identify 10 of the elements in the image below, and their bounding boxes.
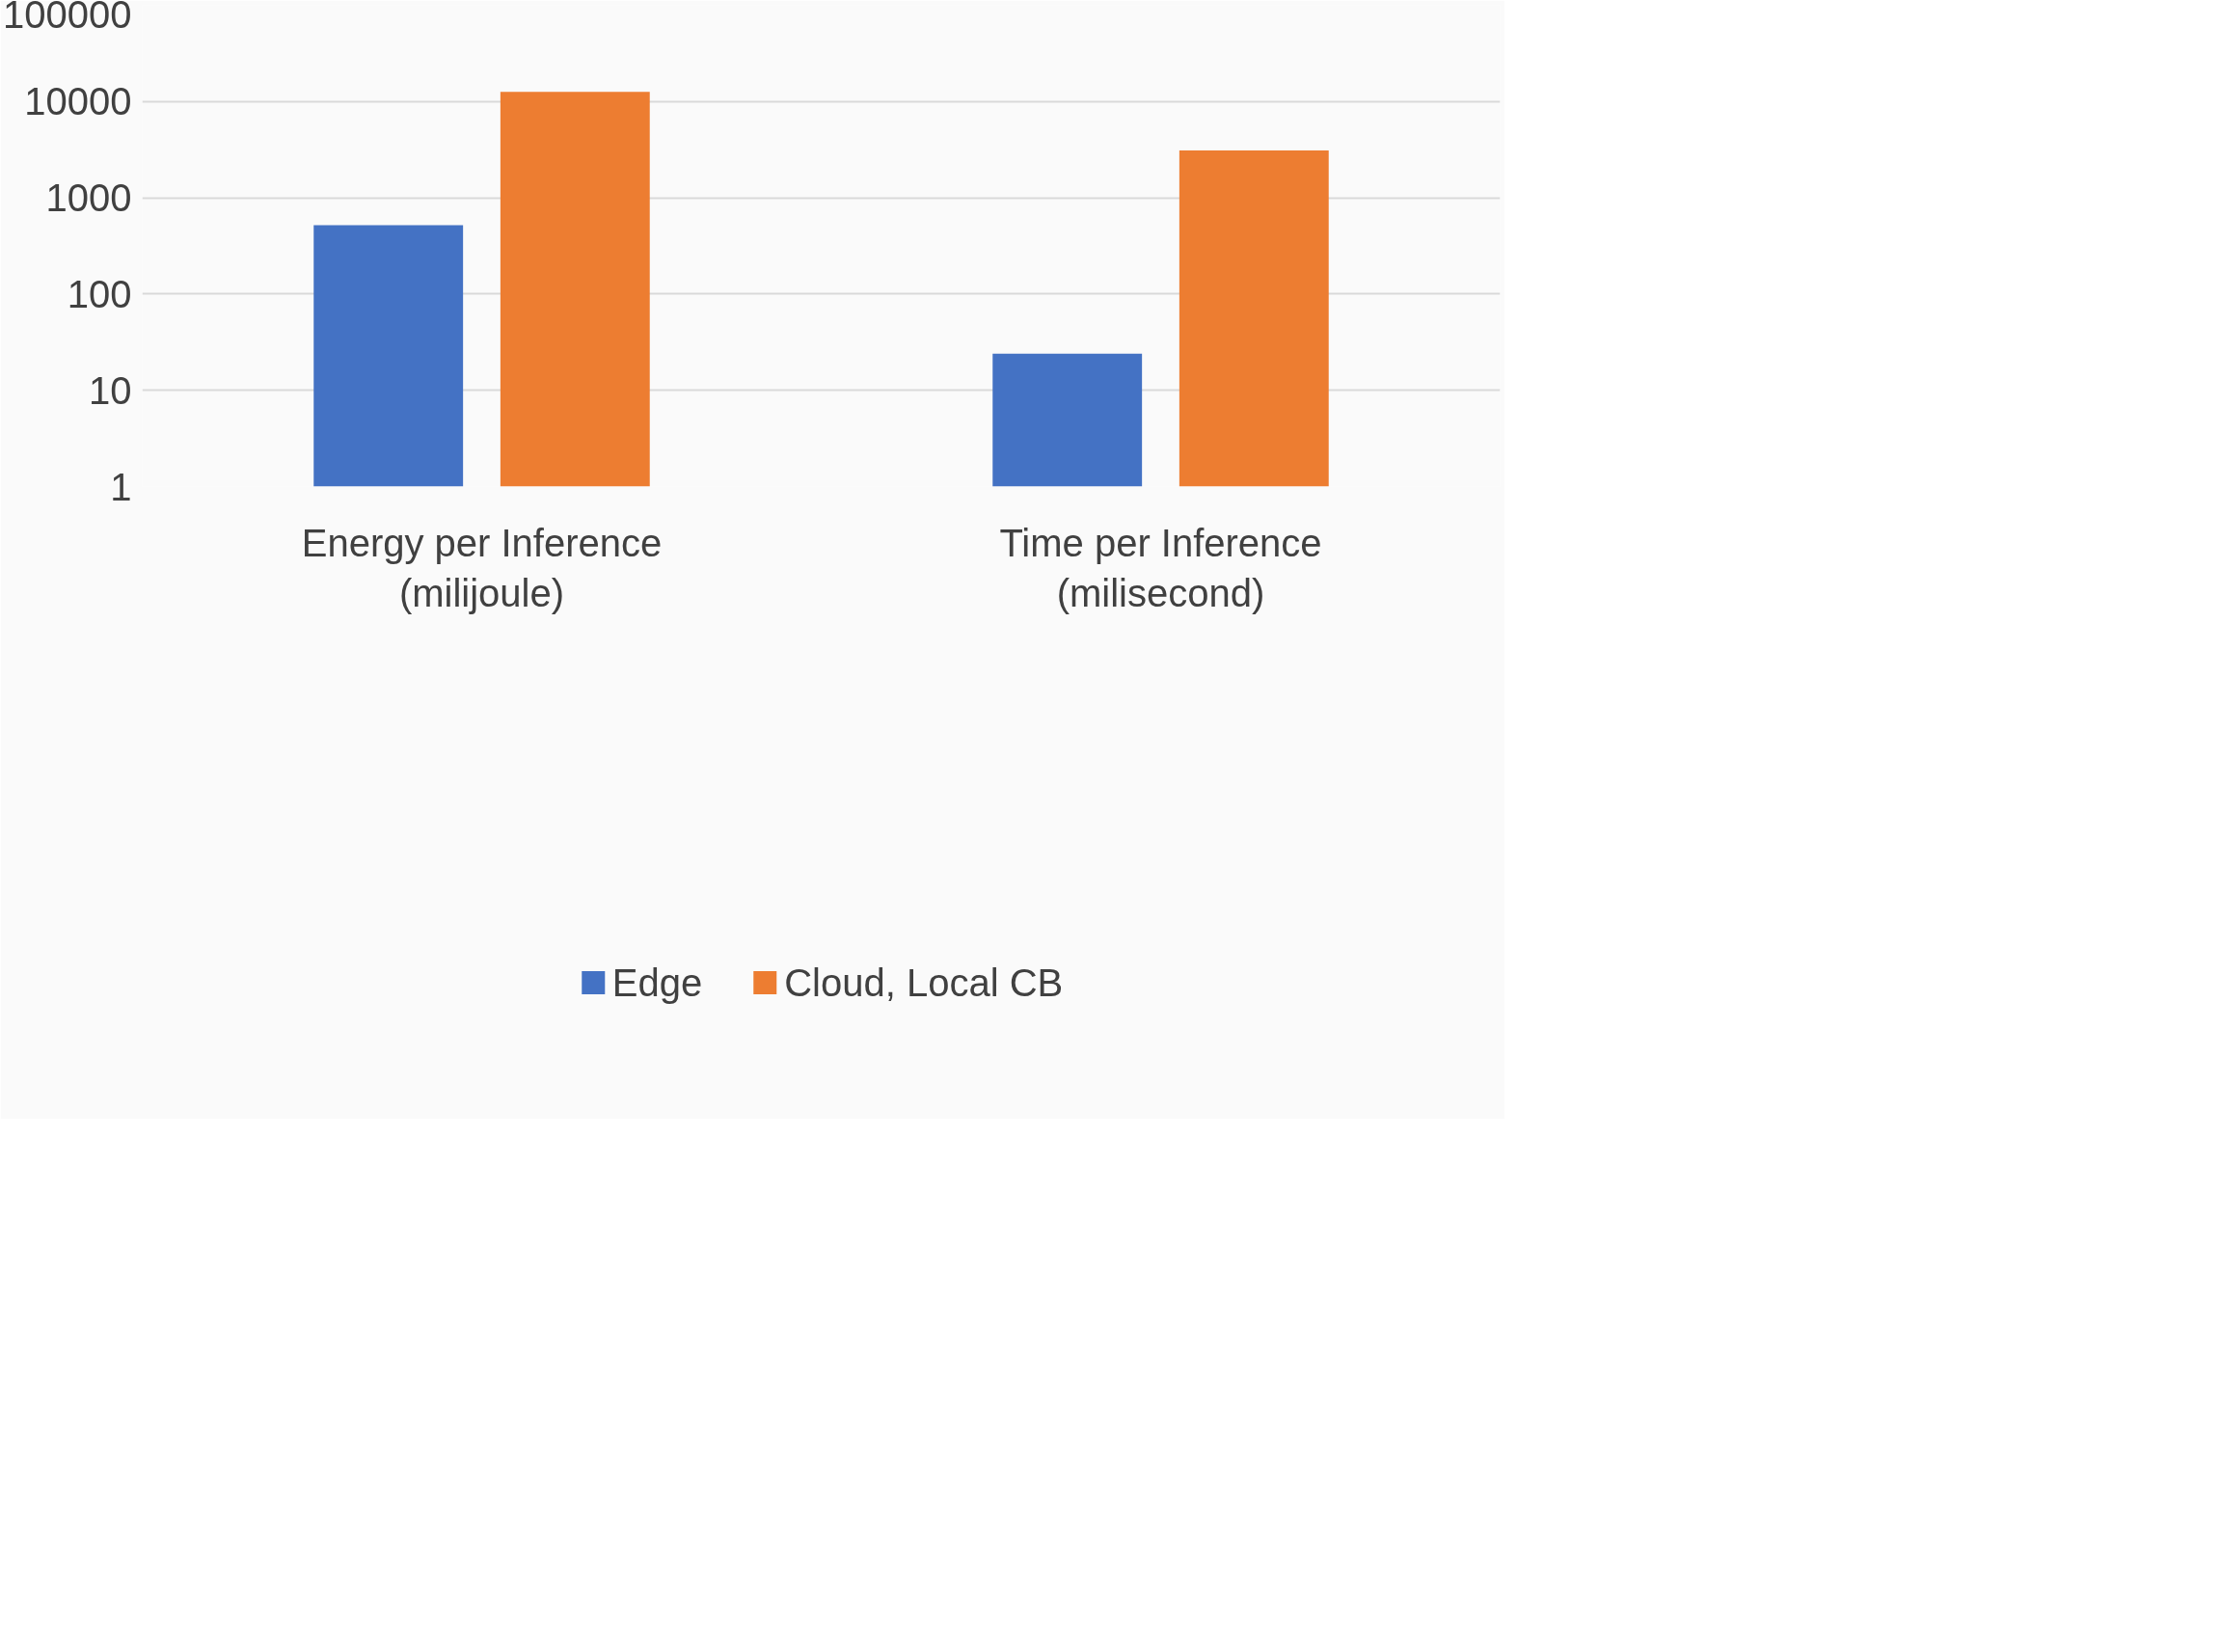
y-tick-label: 1	[110, 465, 132, 508]
legend-label: Edge	[611, 961, 703, 1005]
y-tick-label: 10	[89, 368, 132, 412]
legend-label: Cloud, Local CB	[784, 961, 1064, 1005]
x-tick-label: Energy per Inference (milijoule)	[301, 521, 663, 615]
y-tick-label: 100	[67, 272, 132, 315]
y-tick-label: 10000	[24, 80, 132, 123]
y-tick-label: 1000	[45, 176, 132, 220]
y-tick-label: 100000	[3, 0, 132, 36]
x-tick-label: Time per Inference (milisecond)	[999, 521, 1322, 615]
